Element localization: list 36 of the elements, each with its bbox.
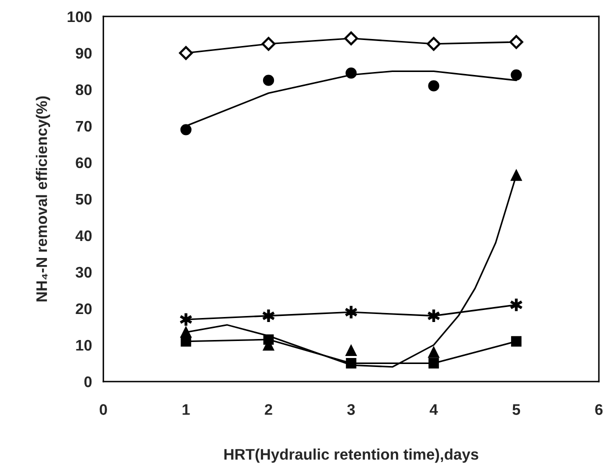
y-tick-label: 0	[84, 376, 92, 388]
x-axis-title: HRT(Hydraulic retention time),days	[224, 448, 478, 463]
point	[428, 80, 440, 92]
point	[180, 124, 192, 136]
x-tick-label: 1	[182, 404, 190, 415]
point	[428, 346, 440, 358]
y-axis-title: NH₄-N removal efficiency(%)	[36, 96, 50, 302]
point	[509, 35, 524, 49]
point	[511, 336, 522, 347]
y-tick-label: 20	[76, 303, 92, 314]
y-tick-label: 40	[75, 230, 92, 242]
y-tick-label: 10	[76, 340, 92, 351]
x-tick-label: 3	[347, 404, 355, 415]
y-tick-label: 70	[76, 120, 92, 132]
x-tick-label: 6	[595, 404, 603, 415]
y-tick-label: 60	[76, 157, 92, 168]
y-tick-label: 90	[76, 48, 92, 59]
y-tick-label: 50	[76, 194, 92, 205]
point	[346, 344, 357, 356]
point	[346, 358, 356, 368]
y-tick-label: 100	[68, 11, 92, 22]
point	[179, 46, 193, 60]
point	[180, 336, 192, 347]
point	[510, 69, 522, 80]
x-tick-label: 0	[100, 404, 107, 415]
point	[263, 334, 274, 345]
x-tick-label: 4	[430, 404, 438, 415]
y-tick-label: 80	[76, 84, 92, 96]
point	[262, 74, 274, 86]
x-tick-label: 2	[264, 404, 272, 415]
point	[344, 31, 358, 46]
point	[428, 358, 439, 368]
point	[426, 36, 441, 51]
x-tick-label: 5	[512, 404, 520, 415]
point	[262, 36, 276, 51]
y-tick-label: 30	[76, 266, 92, 278]
